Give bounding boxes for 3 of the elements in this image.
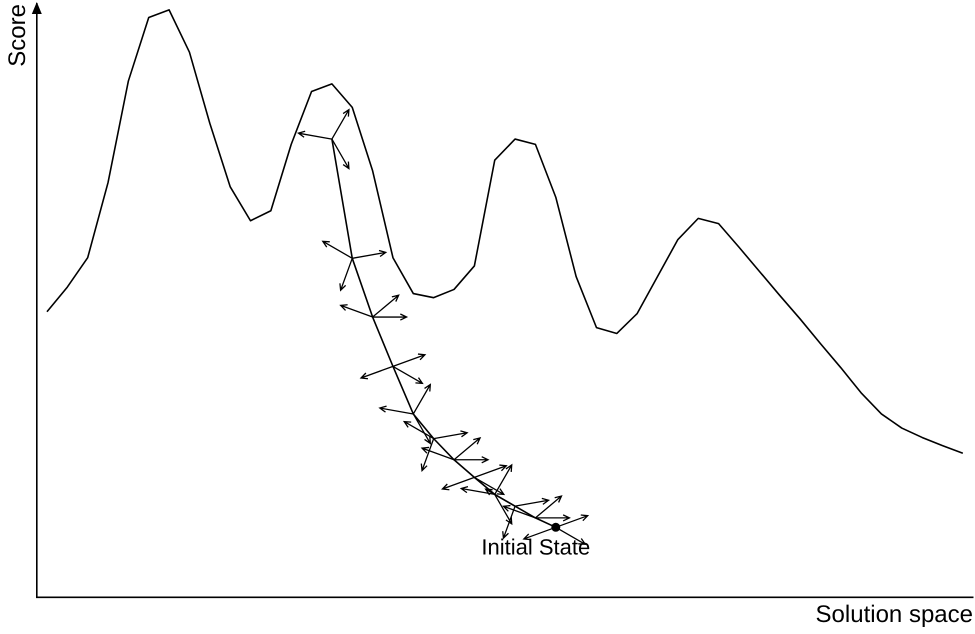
y-axis-title: Score <box>4 4 32 67</box>
annotation: Initial State <box>481 534 590 560</box>
x-axis-title: Solution space <box>816 601 973 628</box>
